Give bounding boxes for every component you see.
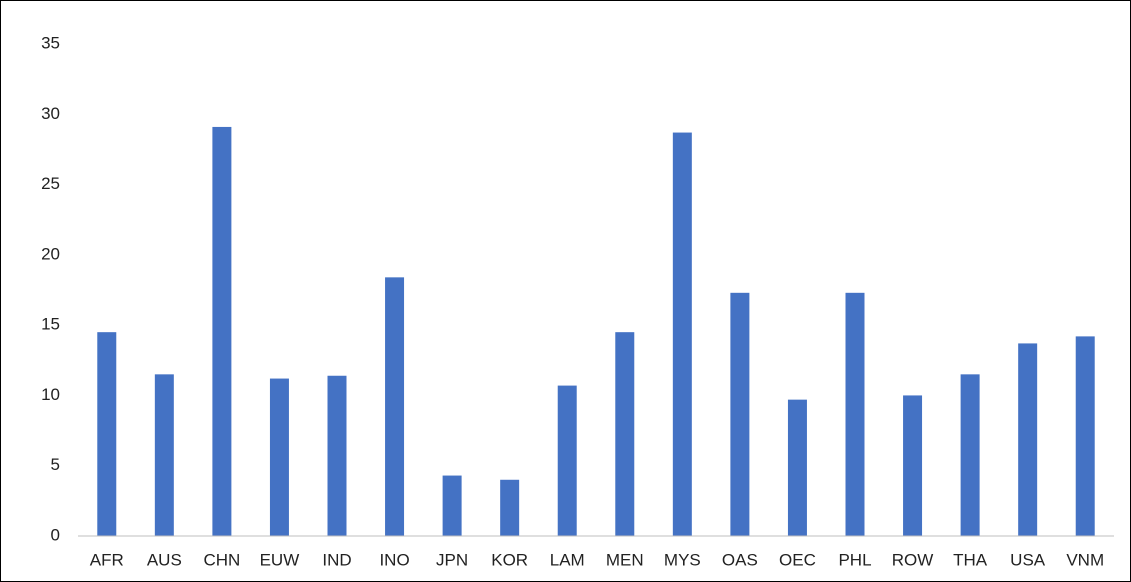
bar [97, 332, 117, 536]
x-tick-label: KOR [491, 550, 528, 569]
bar [154, 374, 174, 536]
bar [1075, 336, 1095, 536]
bar [1018, 343, 1038, 536]
y-tick-label: 30 [41, 104, 60, 123]
x-tick-label: JPN [436, 550, 468, 569]
x-tick-label: USA [1010, 550, 1046, 569]
x-tick-label: AFR [90, 550, 124, 569]
x-tick-label: IND [322, 550, 351, 569]
y-tick-label: 10 [41, 385, 60, 404]
bar [845, 292, 865, 536]
x-tick-label: LAM [550, 550, 585, 569]
y-tick-label: 5 [51, 455, 60, 474]
bar [615, 332, 635, 536]
x-tick-label: CHN [203, 550, 240, 569]
bar [672, 132, 692, 536]
bar [212, 126, 232, 537]
y-tick-label: 25 [41, 174, 60, 193]
bar [327, 375, 347, 536]
bar [269, 378, 289, 536]
bar [787, 399, 807, 536]
x-tick-label: ROW [892, 550, 934, 569]
x-tick-label: OAS [722, 550, 758, 569]
x-tick-label: MYS [664, 550, 701, 569]
bar [557, 385, 577, 536]
x-tick-label: OEC [779, 550, 816, 569]
bar [385, 277, 405, 536]
y-tick-label: 35 [41, 33, 60, 52]
x-tick-label: MEN [606, 550, 644, 569]
y-tick-label: 20 [41, 244, 60, 263]
bar [500, 479, 520, 536]
x-tick-label: INO [379, 550, 409, 569]
x-tick-label: AUS [147, 550, 182, 569]
x-tick-label: EUW [260, 550, 300, 569]
bar [442, 475, 462, 536]
x-tick-label: THA [953, 550, 988, 569]
x-tick-label: PHL [838, 550, 871, 569]
x-tick-label: VNM [1066, 550, 1104, 569]
bar [903, 395, 923, 536]
y-tick-label: 0 [51, 525, 60, 544]
bar [730, 292, 750, 536]
y-tick-label: 15 [41, 315, 60, 334]
bar [960, 374, 980, 536]
